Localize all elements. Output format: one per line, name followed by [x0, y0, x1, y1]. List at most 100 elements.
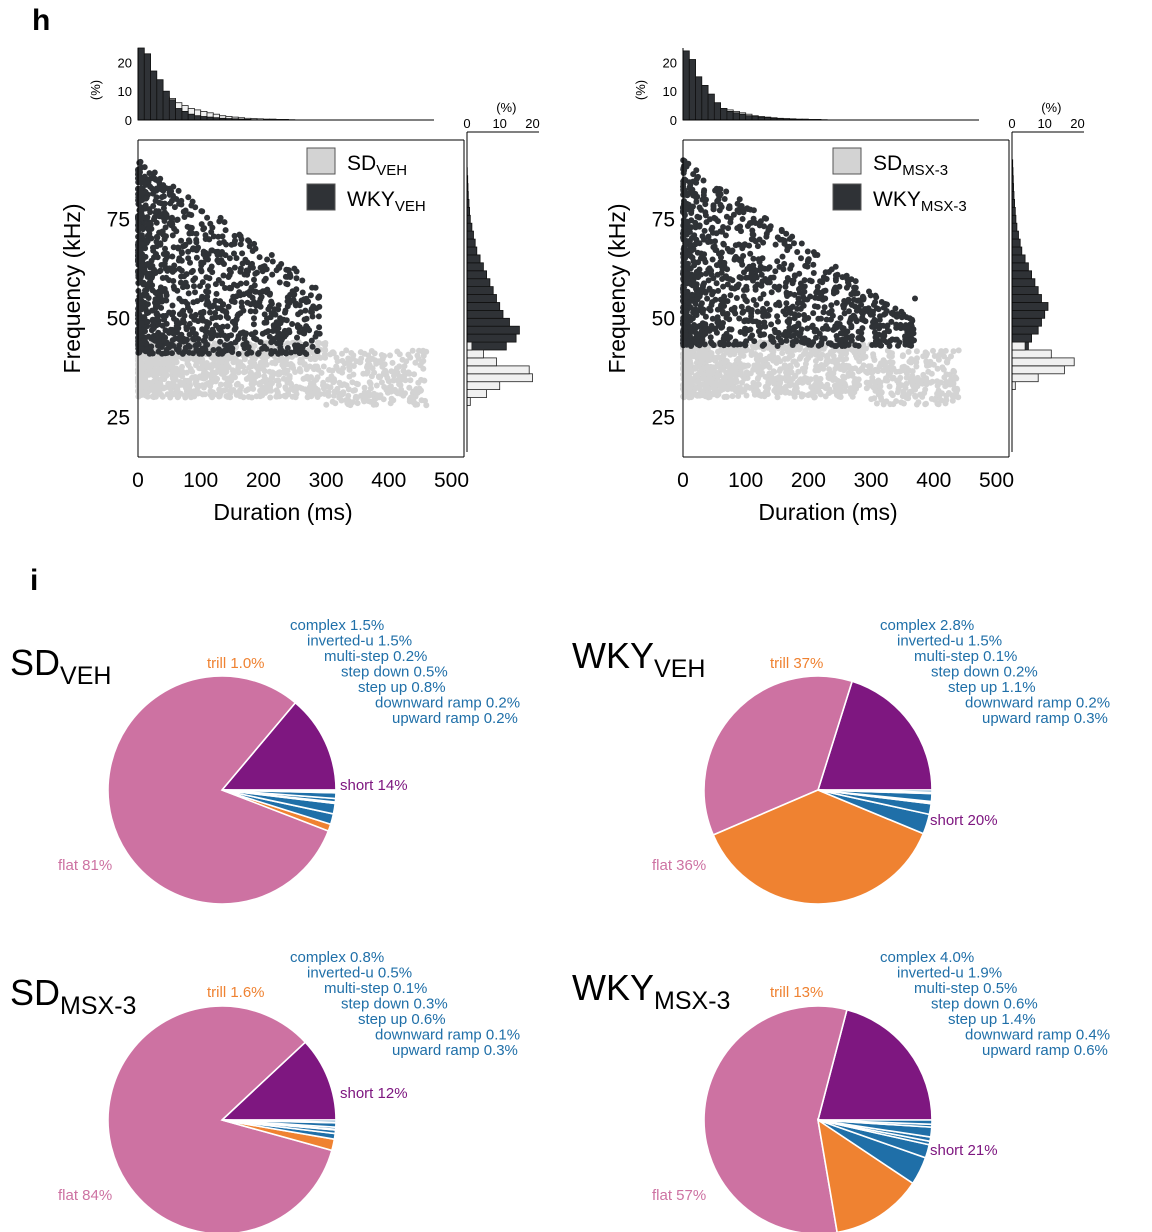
- wky-point: [252, 308, 259, 315]
- wky-point: [238, 299, 245, 306]
- legend-swatch: [306, 147, 336, 175]
- side-hist-tick-label: 10: [492, 116, 506, 131]
- wky-point: [798, 326, 805, 333]
- wky-point: [220, 239, 227, 245]
- wky-point: [680, 217, 687, 223]
- wky-point: [136, 300, 143, 307]
- wky-point: [173, 319, 180, 326]
- sd-point: [280, 364, 287, 370]
- wky-point: [307, 292, 314, 299]
- legend-label: WKYMSX-3: [873, 188, 967, 215]
- wky-point: [852, 278, 859, 285]
- legend-label: SDVEH: [347, 152, 407, 179]
- wky-point: [749, 227, 756, 234]
- sd-point: [723, 349, 730, 356]
- wky-point: [162, 312, 169, 319]
- wky-point: [750, 255, 757, 262]
- wky-point: [787, 265, 794, 272]
- wky-point: [251, 315, 257, 322]
- wky-point: [800, 302, 807, 309]
- sd-point: [392, 388, 399, 395]
- slice-label-step-down: step down 0.6%: [931, 996, 1038, 1013]
- wky-point: [720, 241, 727, 248]
- side-hist-bar-wky: [1011, 262, 1029, 272]
- sd-point: [213, 375, 220, 382]
- wky-point: [296, 328, 303, 335]
- sd-point: [694, 391, 701, 398]
- wky-point: [177, 279, 184, 286]
- wky-point: [704, 295, 711, 302]
- top-hist-bar-wky: [682, 50, 690, 121]
- sd-point: [249, 377, 256, 384]
- wky-point: [227, 269, 234, 276]
- side-hist-bar-wky: [466, 286, 494, 295]
- sd-point: [923, 358, 930, 365]
- sd-point: [811, 394, 818, 401]
- slice-label-flat: flat 36%: [652, 857, 706, 874]
- sd-point: [717, 360, 724, 367]
- wky-point: [301, 316, 308, 323]
- sd-point: [774, 357, 781, 364]
- sd-point: [692, 365, 699, 372]
- sd-point: [762, 373, 769, 380]
- wky-point: [738, 275, 745, 281]
- top-hist-bar-wky: [187, 113, 195, 121]
- sd-point: [143, 384, 150, 391]
- wky-point: [226, 255, 233, 262]
- wky-point: [226, 285, 233, 292]
- wky-point: [232, 339, 239, 346]
- wky-point: [728, 285, 735, 292]
- wky-point: [203, 274, 210, 281]
- sd-point: [794, 361, 800, 368]
- wky-point: [212, 297, 219, 304]
- sd-point: [781, 364, 787, 371]
- top-hist-axis-title: (%): [633, 80, 648, 100]
- slice-label-step-up: step up 0.8%: [358, 679, 446, 696]
- wky-point: [192, 289, 198, 296]
- wky-point: [240, 341, 247, 348]
- wky-point: [684, 270, 691, 277]
- sd-point: [843, 355, 850, 362]
- wky-point: [182, 279, 189, 286]
- sd-point: [186, 378, 193, 385]
- pie-slice-short: [220, 701, 337, 791]
- sd-point: [867, 382, 874, 389]
- sd-point: [736, 384, 743, 391]
- wky-point: [686, 323, 693, 330]
- sd-point: [242, 368, 249, 375]
- wky-point: [176, 265, 183, 272]
- wky-point: [775, 318, 781, 325]
- sd-point: [300, 375, 307, 382]
- sd-point: [153, 382, 160, 389]
- wky-point: [141, 173, 148, 180]
- wky-point: [222, 252, 229, 259]
- sd-point: [249, 363, 256, 370]
- wky-point: [198, 268, 205, 275]
- sd-point: [945, 390, 952, 396]
- wky-point: [720, 342, 727, 349]
- wky-point: [724, 311, 731, 318]
- sd-point: [143, 392, 150, 399]
- wky-point: [740, 209, 747, 216]
- panel-label-i: i: [30, 564, 38, 597]
- sd-point: [316, 340, 322, 346]
- wky-point: [681, 226, 687, 233]
- sd-point: [786, 376, 793, 383]
- wky-point: [185, 194, 192, 201]
- slice-label-short: short 12%: [340, 1085, 408, 1102]
- sd-point: [251, 355, 258, 362]
- wky-point: [306, 327, 313, 334]
- wky-point: [798, 240, 805, 247]
- wky-point: [701, 236, 707, 243]
- wky-point: [256, 254, 263, 261]
- top-hist-tick-label: 10: [118, 84, 132, 99]
- wky-point: [190, 277, 197, 284]
- sd-point: [184, 360, 191, 367]
- sd-point: [889, 375, 896, 382]
- wky-point: [888, 318, 895, 325]
- wky-point: [740, 253, 747, 259]
- sd-point: [880, 367, 887, 374]
- sd-point: [175, 393, 182, 400]
- wky-point: [774, 258, 781, 265]
- sd-point: [922, 401, 929, 408]
